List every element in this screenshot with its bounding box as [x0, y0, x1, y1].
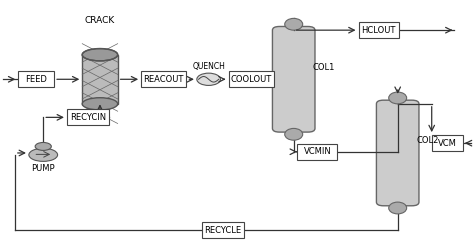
FancyBboxPatch shape	[432, 135, 463, 151]
Ellipse shape	[389, 202, 407, 214]
Text: CRACK: CRACK	[85, 16, 115, 25]
Ellipse shape	[82, 98, 118, 110]
FancyBboxPatch shape	[359, 22, 399, 38]
Ellipse shape	[35, 143, 51, 150]
FancyBboxPatch shape	[82, 55, 118, 104]
Text: VCM: VCM	[438, 139, 457, 148]
Text: PUMP: PUMP	[31, 164, 55, 173]
FancyBboxPatch shape	[67, 109, 109, 125]
Ellipse shape	[285, 128, 303, 140]
FancyBboxPatch shape	[229, 71, 273, 87]
FancyBboxPatch shape	[297, 144, 337, 160]
Text: REACOUT: REACOUT	[144, 75, 184, 84]
Text: RECYCIN: RECYCIN	[70, 113, 106, 122]
Text: COOLOUT: COOLOUT	[230, 75, 272, 84]
Ellipse shape	[82, 49, 118, 61]
Circle shape	[197, 73, 220, 85]
Ellipse shape	[285, 18, 303, 30]
Text: QUENCH: QUENCH	[192, 62, 225, 71]
FancyBboxPatch shape	[18, 71, 54, 87]
Text: HCLOUT: HCLOUT	[362, 26, 396, 35]
FancyBboxPatch shape	[273, 26, 315, 132]
Text: FEED: FEED	[25, 75, 47, 84]
FancyBboxPatch shape	[201, 222, 244, 238]
Ellipse shape	[29, 148, 58, 161]
Text: RECYCLE: RECYCLE	[204, 226, 241, 235]
FancyBboxPatch shape	[141, 71, 186, 87]
Ellipse shape	[389, 92, 407, 104]
Text: COL2: COL2	[417, 136, 439, 145]
Text: COL1: COL1	[313, 62, 335, 72]
FancyBboxPatch shape	[376, 100, 419, 206]
Text: VCMIN: VCMIN	[303, 147, 331, 156]
